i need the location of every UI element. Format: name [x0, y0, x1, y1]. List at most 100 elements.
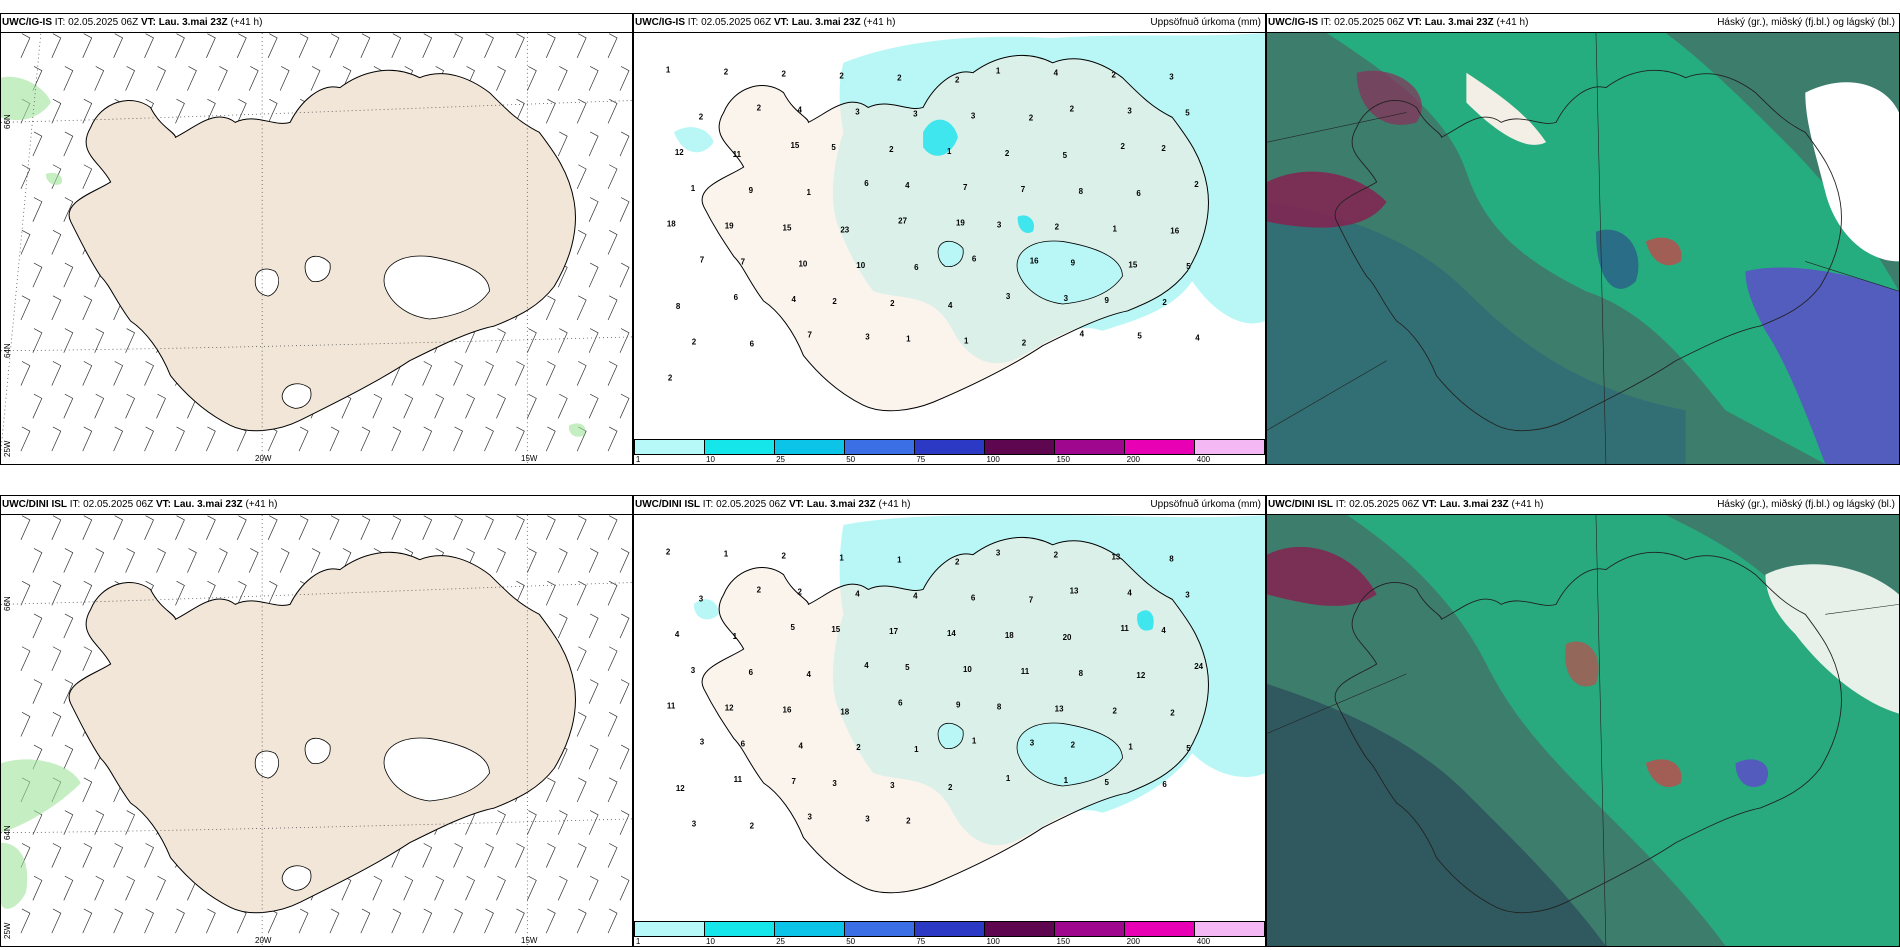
- colorbar-swatch: [1125, 922, 1195, 936]
- wind-barb: [82, 361, 93, 386]
- precip-map[interactable]: 2 1 2 1 1 2 3 2 13 8 3 2 2 4 4 6 7 13 4 3 4 1 5 15 17 14 18 20 11 4 3 6…: [634, 514, 1265, 918]
- colorbar-tick: 400: [1196, 937, 1211, 946]
- colorbar-tick: 50: [846, 455, 856, 464]
- colorbar-swatch: [775, 440, 845, 454]
- glacier-vatnajokull: [383, 255, 490, 320]
- precip-amount-label: 2: [1055, 223, 1060, 232]
- wind-barb: [515, 98, 525, 124]
- precip-amount-label: 12: [675, 148, 684, 157]
- wind-barb: [607, 580, 618, 606]
- glacier-myrdalsjokull: [281, 865, 312, 891]
- wind-barb: [113, 843, 124, 868]
- wind-barb: [588, 197, 599, 222]
- precip-amount-label: 27: [898, 217, 907, 226]
- precip-amount-label: 2: [1162, 298, 1167, 307]
- cloud-low: [1267, 201, 1686, 464]
- wind-barb: [63, 262, 74, 288]
- precip-amount-label: 2: [890, 299, 895, 308]
- glacier-myrdalsjokull: [281, 383, 312, 409]
- wind-barb: [557, 548, 568, 573]
- precip-amount-label: 5: [791, 623, 796, 632]
- precip-amount-label: 2: [1029, 113, 1034, 122]
- colorbar-swatch: [1125, 440, 1195, 454]
- cloud-mid-core: [1645, 237, 1682, 266]
- precip-patch: [1, 842, 28, 909]
- precip-amount-label: 3: [699, 594, 704, 603]
- wind-barb: [422, 843, 433, 868]
- cloud-mid-core: [1565, 641, 1599, 687]
- glacier-langjokull: [254, 268, 280, 297]
- wind-barb: [557, 66, 568, 91]
- wind-barb: [217, 548, 228, 573]
- wind-barb: [619, 875, 630, 901]
- precip-amount-label: 16: [783, 706, 792, 715]
- precip-map[interactable]: 1 2 2 2 2 2 1 4 2 3 2 2 4 3 3 3 2 2 3 5 12 11 15 5 2 1 2 5 2 2 1 9 1 6 4 7 7…: [634, 32, 1265, 436]
- wind-barb: [422, 426, 433, 452]
- wind-barb: [576, 580, 587, 606]
- precip-amount-label: 6: [971, 593, 976, 602]
- wind-barb: [576, 33, 587, 58]
- glacier: [937, 240, 964, 267]
- wind-panel-row2: UWC/DINI ISL IT: 02.05.2025 06Z VT: Lau.…: [0, 495, 633, 947]
- lat-label: 64N: [3, 825, 12, 840]
- precip-amount-label: 2: [832, 297, 837, 306]
- precip-amount-label: 23: [840, 226, 849, 235]
- precip-panel-row2: UWC/DINI ISL IT: 02.05.2025 06Z VT: Lau.…: [633, 495, 1266, 947]
- wind-barb: [125, 810, 136, 835]
- wind-barb: [63, 810, 74, 835]
- colorbar-tick: 400: [1196, 455, 1211, 464]
- precip-amount-label: 7: [1021, 185, 1026, 194]
- wind-barb: [20, 361, 31, 386]
- wind-barb: [391, 515, 402, 540]
- wind-barb: [619, 613, 630, 639]
- precip-amount-label: 9: [956, 701, 961, 710]
- cloud-map[interactable]: [1267, 32, 1899, 464]
- wind-barb: [588, 262, 599, 288]
- wind-map[interactable]: 66N 64N 25W 20W 15W: [1, 32, 632, 464]
- precip-title: Uppsöfnuð úrkoma (mm): [1150, 499, 1261, 510]
- precip-amount-label: 1: [964, 337, 969, 346]
- precip-amount-label: 3: [971, 111, 976, 120]
- precip-amount-label: 2: [757, 103, 762, 112]
- wind-barb: [144, 908, 154, 934]
- wind-barb: [63, 66, 74, 91]
- wind-barb: [588, 66, 599, 91]
- wind-map-svg: [1, 515, 632, 946]
- wind-barb: [32, 679, 43, 704]
- precip-amount-label: 3: [865, 333, 870, 342]
- wind-barb: [329, 33, 340, 58]
- precip-amount-label: 4: [798, 741, 803, 750]
- wind-map-svg: [1, 33, 632, 464]
- wind-barb: [496, 875, 506, 901]
- wind-barb: [248, 66, 259, 91]
- wind-barb: [527, 393, 537, 419]
- wind-map[interactable]: 66N 64N 25W 20W 15W: [1, 514, 632, 946]
- precip-amount-label: 2: [889, 145, 894, 154]
- wind-barb: [619, 328, 630, 353]
- wind-barb: [619, 262, 630, 288]
- iceland-land: [68, 551, 576, 914]
- wind-barb: [607, 711, 618, 737]
- wind-barb: [63, 328, 74, 353]
- wind-barb: [156, 875, 166, 901]
- wind-barb: [236, 426, 247, 452]
- precip-amount-label: 7: [792, 777, 797, 786]
- wind-barb: [329, 515, 340, 540]
- wind-barb: [51, 515, 62, 540]
- wind-barb: [156, 393, 166, 419]
- precip-amount-label: 4: [1161, 626, 1166, 635]
- wind-barb: [588, 393, 599, 419]
- precip-amount-label: 1: [733, 632, 738, 641]
- cloud-map[interactable]: [1267, 514, 1899, 946]
- wind-barb: [32, 875, 43, 901]
- wind-barb: [515, 843, 525, 868]
- precip-amount-label: 8: [676, 302, 681, 311]
- wind-barb: [360, 33, 371, 58]
- wind-barb: [20, 295, 31, 321]
- colorbar-swatch: [1195, 922, 1264, 936]
- glacier: [1016, 240, 1123, 305]
- precip-amount-label: 4: [905, 181, 910, 190]
- wind-barb: [434, 393, 445, 419]
